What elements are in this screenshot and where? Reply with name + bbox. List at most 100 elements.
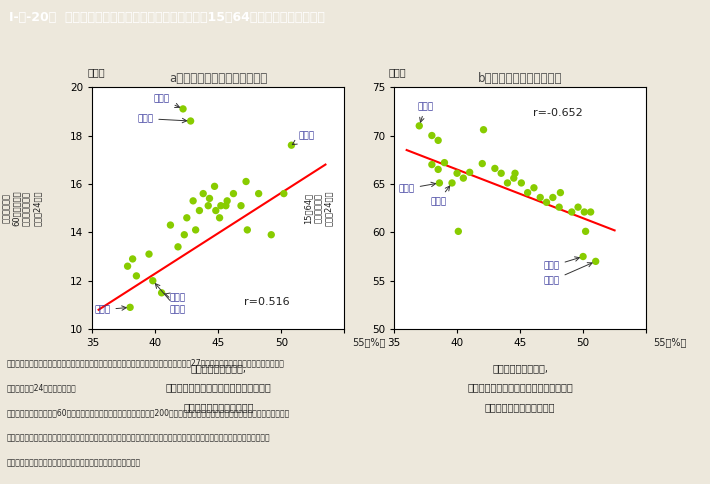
Text: と思う者の割合（男女計）: と思う者の割合（男女計） <box>485 402 555 412</box>
Text: 「夫が外で働き，妻は家庭を守ること」: 「夫が外で働き，妻は家庭を守ること」 <box>467 382 573 393</box>
Point <box>190 226 202 234</box>
Point <box>439 159 450 166</box>
Point <box>489 165 501 172</box>
Point <box>502 179 513 187</box>
Point <box>434 179 445 187</box>
Point <box>515 179 527 187</box>
Point <box>222 197 233 205</box>
Point <box>253 190 264 197</box>
Point <box>585 208 596 216</box>
Text: 奈良県: 奈良県 <box>293 131 315 145</box>
Point <box>508 174 520 182</box>
Point <box>185 117 196 125</box>
Point <box>122 262 133 270</box>
Text: 55（%）: 55（%） <box>352 337 386 348</box>
Point <box>178 105 189 113</box>
Text: ２．週間労働時間60時間以上の雇用者割合は，年間就業日数が200日以上の雇用者（会社などの役員を含む）に占める割合。: ２．週間労働時間60時間以上の雇用者割合は，年間就業日数が200日以上の雇用者（… <box>7 408 290 418</box>
Point <box>124 303 136 311</box>
Point <box>572 203 584 211</box>
Point <box>215 202 226 210</box>
Point <box>165 221 176 229</box>
Text: 成24年）より作成。: 成24年）より作成。 <box>7 383 77 393</box>
Point <box>235 202 246 210</box>
Text: 「そう思う」又は「ややそう思う」とした者の割合。: 「そう思う」又は「ややそう思う」とした者の割合。 <box>7 459 141 468</box>
Text: （％）: （％） <box>87 67 105 77</box>
Text: （％）: （％） <box>389 67 407 77</box>
Text: 週間労働時間
60時間以上の
男性雇用者割合
（平成24年）: 週間労働時間 60時間以上の 男性雇用者割合 （平成24年） <box>1 190 42 226</box>
Point <box>555 189 566 197</box>
Point <box>266 231 277 239</box>
Point <box>496 169 507 177</box>
Point <box>554 203 565 211</box>
Point <box>143 250 155 258</box>
Point <box>522 189 533 197</box>
Point <box>432 166 444 173</box>
Text: 「夫が外で働き，妻は家庭を守ること」: 「夫が外で働き，妻は家庭を守ること」 <box>165 382 271 393</box>
Text: 島根県: 島根県 <box>155 284 186 314</box>
Text: r=0.516: r=0.516 <box>244 297 289 307</box>
Text: I-特-20図  性別役割分担意識と男性の長時間労働及び15～64歳女性の有業率の関係: I-特-20図 性別役割分担意識と男性の長時間労働及び15～64歳女性の有業率の… <box>9 11 324 24</box>
Point <box>278 190 290 197</box>
Title: a．男性の長時間労働との関係: a．男性の長時間労働との関係 <box>169 72 268 85</box>
Text: 自分の家庭の理想は,: 自分の家庭の理想は, <box>492 363 548 373</box>
Point <box>179 231 190 239</box>
Text: 高知県: 高知県 <box>398 182 436 193</box>
Text: ３．意識に関する割合は，「自分の家庭の理想は，「夫が外で働き，妻は家庭を守る」ことだ」という考え方について，: ３．意識に関する割合は，「自分の家庭の理想は，「夫が外で働き，妻は家庭を守る」こ… <box>7 434 271 443</box>
Point <box>204 195 215 202</box>
Point <box>156 289 168 297</box>
Point <box>579 208 590 216</box>
Point <box>210 207 222 214</box>
Point <box>566 208 577 216</box>
Text: 55（%）: 55（%） <box>654 337 687 348</box>
Text: 奈良県: 奈良県 <box>544 263 592 285</box>
Text: 15～64歳
女性の有業率
（平成24年）: 15～64歳 女性の有業率 （平成24年） <box>304 190 333 226</box>
Text: 岩手県: 岩手県 <box>430 186 449 206</box>
Point <box>202 202 214 210</box>
Point <box>478 126 489 134</box>
Point <box>214 214 225 222</box>
Point <box>194 207 205 214</box>
Point <box>285 141 297 149</box>
Text: （備考）１．内閣府男女共同参画局「地域における女性の活躍に関する意識調査」（平成27年），総務省「就業構造基本調査」（平: （備考）１．内閣府男女共同参画局「地域における女性の活躍に関する意識調査」（平成… <box>7 358 285 367</box>
Text: 北海道: 北海道 <box>137 114 187 123</box>
Point <box>464 168 476 176</box>
Text: 京都府: 京都府 <box>153 95 180 107</box>
Point <box>590 257 601 265</box>
Point <box>181 214 192 222</box>
Point <box>535 194 546 201</box>
Point <box>413 122 425 130</box>
Point <box>453 227 464 235</box>
Point <box>547 194 559 201</box>
Point <box>426 132 437 139</box>
Point <box>528 184 540 192</box>
Text: 岩手県: 岩手県 <box>94 305 126 314</box>
Point <box>447 179 458 187</box>
Title: b．女性の有業率との関係: b．女性の有業率との関係 <box>478 72 562 85</box>
Point <box>173 243 184 251</box>
Point <box>580 227 591 235</box>
Text: 兵庫県: 兵庫県 <box>544 257 579 271</box>
Point <box>458 174 469 182</box>
Text: 秋田県: 秋田県 <box>165 293 186 302</box>
Point <box>476 160 488 167</box>
Point <box>577 253 589 260</box>
Point <box>131 272 142 280</box>
Point <box>187 197 199 205</box>
Text: と思う者の割合（男女計）: と思う者の割合（男女計） <box>183 402 253 412</box>
Text: 富山県: 富山県 <box>417 102 434 122</box>
Point <box>127 255 138 263</box>
Point <box>432 136 444 144</box>
Point <box>541 198 552 206</box>
Point <box>197 190 209 197</box>
Point <box>426 161 437 168</box>
Point <box>147 277 158 285</box>
Point <box>452 169 463 177</box>
Point <box>241 226 253 234</box>
Text: r=-0.652: r=-0.652 <box>532 108 582 118</box>
Point <box>509 169 520 177</box>
Point <box>209 182 220 190</box>
Point <box>228 190 239 197</box>
Text: 自分の家庭の理想は,: 自分の家庭の理想は, <box>190 363 246 373</box>
Point <box>241 178 252 185</box>
Point <box>220 202 231 210</box>
